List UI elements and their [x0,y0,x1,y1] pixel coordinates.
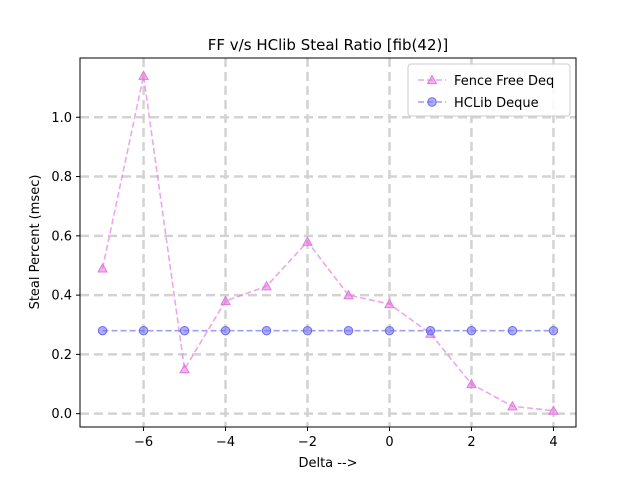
series-line-fence-free [101,75,554,412]
data-point [302,236,313,246]
x-tick-label: 0 [385,435,393,450]
data-point [466,378,477,389]
data-point [507,400,518,411]
y-tick-label: 0.2 [51,348,72,363]
y-tick-label: 1.0 [51,111,72,126]
data-point [261,325,272,336]
x-tick-label: −2 [298,435,317,450]
data-point [548,405,559,415]
x-axis-label: Delta --> [298,456,357,471]
x-tick-label: 4 [549,435,557,450]
data-point [138,70,149,80]
y-tick-label: 0.6 [51,229,72,244]
data-point [138,325,149,336]
data-point [97,262,108,273]
data-point [343,289,354,300]
legend-box [407,63,571,117]
x-tick-label: −6 [134,435,153,450]
data-point [548,325,559,336]
y-tick-label: 0.8 [51,170,72,185]
data-point [343,325,354,336]
data-point [425,325,436,336]
legend-label: Fence Free Deq [454,74,554,89]
data-point [384,298,395,309]
data-point [261,280,272,291]
x-tick-label: 2 [467,435,475,450]
x-tick-label: −4 [216,435,235,450]
chart-title: FF v/s HClib Steal Ratio [fib(42)] [208,36,448,54]
legend-marker [427,97,437,107]
data-point [384,325,395,336]
series-layer [97,70,559,415]
grid [80,58,576,427]
legend: Fence Free Deq HCLib Deque [407,63,571,117]
data-point [466,325,477,336]
y-tick-label: 0.0 [51,407,72,422]
y-tick-label: 0.4 [51,289,72,304]
plot-frame [79,57,577,428]
data-point [179,325,190,336]
y-axis-label: Steal Percent (msec) [28,175,43,310]
data-point [302,325,313,336]
data-point [220,295,231,306]
tick-layer: −6 −4 −2 0 2 4 0.0 0.2 0.4 0.6 0.8 1.0 [51,111,557,450]
data-point [97,325,108,336]
data-point [507,325,518,336]
legend-marker [426,74,438,85]
data-point [220,325,231,336]
data-point [179,363,190,374]
legend-label: HCLib Deque [454,96,539,111]
